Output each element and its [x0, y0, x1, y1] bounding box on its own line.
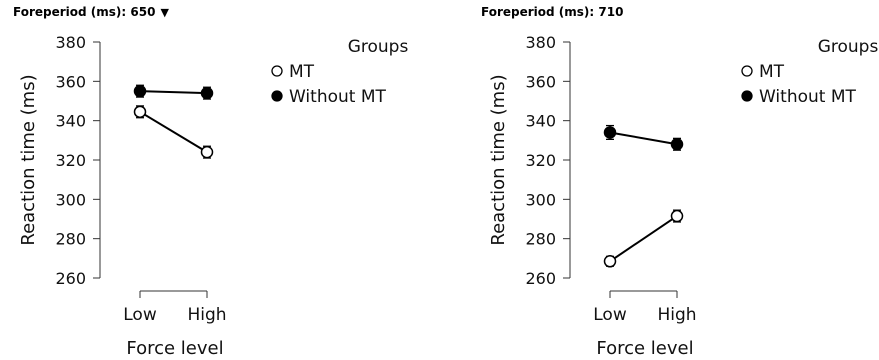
x-tick-label: High — [657, 305, 696, 325]
x-tick-label: High — [187, 305, 226, 325]
legend-marker-mt — [741, 65, 753, 77]
y-tick-label: 300 — [525, 190, 556, 209]
dropdown-arrow-icon[interactable]: ▼ — [160, 6, 169, 19]
chart-panel-foreperiod-710: Foreperiod (ms): 710 260 280 300 320 340 360 3… — [470, 0, 879, 360]
data-point-mt — [670, 209, 684, 223]
y-axis-label: Reaction time (ms) — [18, 74, 39, 245]
series-line-without-mt — [139, 90, 208, 95]
panel-title[interactable]: Foreperiod (ms): 650 ▼ — [13, 5, 169, 19]
data-point-mt — [603, 255, 617, 268]
legend-marker-mt — [271, 65, 283, 77]
legend-label: MT — [289, 62, 315, 82]
x-tick-label: Low — [123, 305, 157, 325]
y-tick-label: 360 — [525, 72, 556, 91]
chart-panel-foreperiod-650: Foreperiod (ms): 650 ▼ 260 280 300 320 340 360… — [13, 5, 409, 359]
legend-title: Groups — [348, 37, 409, 57]
chart-plot: 260 280 300 320 340 360 380 Low High Force level R… — [18, 33, 409, 359]
y-tick-label: 380 — [525, 33, 556, 52]
data-point-without-mt — [670, 138, 684, 151]
panel-title-text: Foreperiod (ms): 650 — [13, 5, 156, 19]
y-axis-label: Reaction time (ms) — [488, 74, 509, 245]
y-tick-label: 300 — [55, 190, 86, 209]
x-axis-label: Force level — [596, 338, 693, 359]
x-tick-label: Low — [593, 305, 627, 325]
series-line-mt — [139, 110, 208, 153]
series-line-mt — [609, 215, 678, 263]
data-point-without-mt — [200, 86, 214, 100]
legend-label: MT — [759, 62, 785, 82]
data-point-mt — [133, 105, 147, 119]
y-tick-label: 380 — [55, 33, 86, 52]
y-tick-label: 340 — [55, 112, 86, 131]
x-axis-label: Force level — [126, 338, 223, 359]
legend-marker-without-mt — [741, 90, 753, 102]
data-point-mt — [200, 145, 214, 159]
panel-title-text: Foreperiod (ms): 710 — [481, 5, 624, 19]
legend-marker-without-mt — [271, 90, 283, 102]
y-tick-label: 320 — [525, 151, 556, 170]
legend-label: Without MT — [759, 87, 857, 107]
data-point-without-mt — [603, 126, 617, 139]
legend-title: Groups — [818, 37, 879, 57]
y-tick-label: 340 — [525, 112, 556, 131]
y-tick-label: 280 — [525, 230, 556, 249]
legend-label: Without MT — [289, 87, 387, 107]
series-line-without-mt — [609, 131, 678, 146]
chart-plot: 260 280 300 320 340 360 380 Low High Force level R… — [488, 33, 879, 359]
y-tick-label: 320 — [55, 151, 86, 170]
y-tick-label: 280 — [55, 230, 86, 249]
y-tick-label: 260 — [525, 269, 556, 288]
panel-title: Foreperiod (ms): 710 — [481, 5, 623, 19]
y-tick-label: 360 — [55, 72, 86, 91]
data-point-without-mt — [133, 84, 147, 98]
y-tick-label: 260 — [55, 269, 86, 288]
